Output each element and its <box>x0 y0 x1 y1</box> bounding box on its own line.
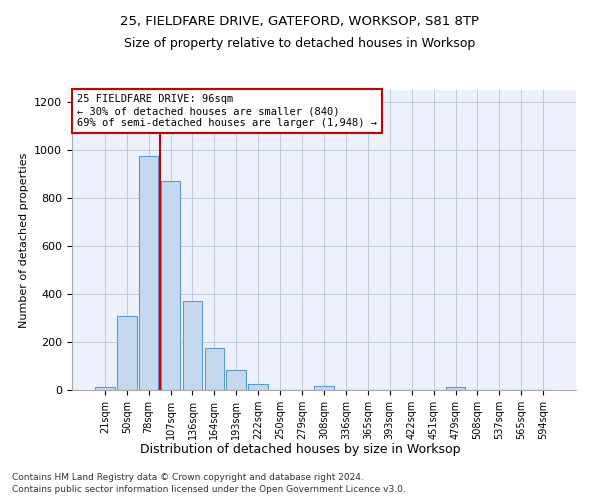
Text: Contains HM Land Registry data © Crown copyright and database right 2024.: Contains HM Land Registry data © Crown c… <box>12 472 364 482</box>
Bar <box>248 384 268 390</box>
Text: 25 FIELDFARE DRIVE: 96sqm
← 30% of detached houses are smaller (840)
69% of semi: 25 FIELDFARE DRIVE: 96sqm ← 30% of detac… <box>77 94 377 128</box>
Bar <box>95 387 115 390</box>
Bar <box>117 316 137 390</box>
Bar <box>182 301 202 390</box>
Text: Distribution of detached houses by size in Worksop: Distribution of detached houses by size … <box>140 442 460 456</box>
Y-axis label: Number of detached properties: Number of detached properties <box>19 152 29 328</box>
Bar <box>226 370 246 390</box>
Text: 25, FIELDFARE DRIVE, GATEFORD, WORKSOP, S81 8TP: 25, FIELDFARE DRIVE, GATEFORD, WORKSOP, … <box>121 15 479 28</box>
Bar <box>205 348 224 390</box>
Bar <box>139 156 158 390</box>
Bar <box>161 181 181 390</box>
Bar <box>446 387 466 390</box>
Text: Contains public sector information licensed under the Open Government Licence v3: Contains public sector information licen… <box>12 485 406 494</box>
Bar <box>314 386 334 390</box>
Text: Size of property relative to detached houses in Worksop: Size of property relative to detached ho… <box>124 38 476 51</box>
